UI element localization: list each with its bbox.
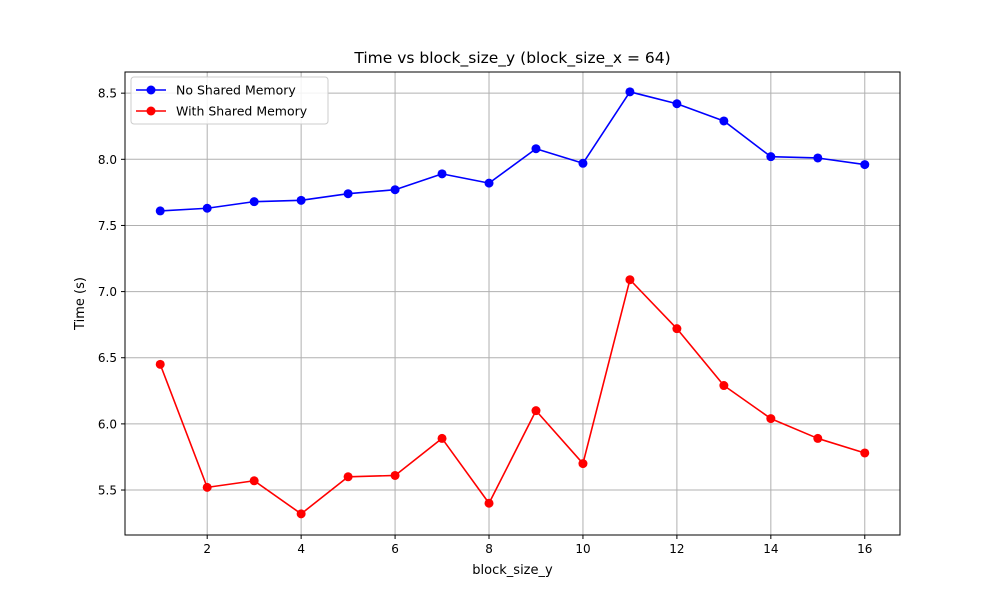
legend: No Shared Memory With Shared Memory bbox=[130, 76, 329, 125]
y-tick-label: 6.5 bbox=[98, 351, 117, 365]
series-layer bbox=[155, 87, 870, 519]
data-point-with-shared-memory bbox=[202, 482, 212, 492]
grid bbox=[125, 72, 900, 535]
data-point-with-shared-memory bbox=[578, 459, 588, 469]
data-point-no-shared-memory bbox=[719, 116, 729, 126]
legend-box bbox=[130, 76, 329, 125]
x-tick-label: 12 bbox=[669, 542, 684, 556]
x-axis: 2 4 6 8 10 12 14 16 bbox=[203, 535, 872, 556]
series-line-no-shared-memory bbox=[160, 91, 865, 212]
chart-title: Time vs block_size_y (block_size_x = 64) bbox=[353, 49, 670, 68]
x-tick-label: 10 bbox=[575, 542, 590, 556]
data-point-no-shared-memory bbox=[343, 189, 353, 199]
data-point-no-shared-memory bbox=[484, 178, 494, 188]
data-point-no-shared-memory bbox=[390, 185, 400, 195]
x-axis-label: block_size_y bbox=[472, 563, 553, 578]
y-tick-label: 6.0 bbox=[98, 417, 117, 431]
data-point-no-shared-memory bbox=[578, 158, 588, 168]
data-point-no-shared-memory bbox=[437, 169, 447, 179]
y-tick-label: 7.5 bbox=[98, 219, 117, 233]
y-tick-label: 8.5 bbox=[98, 87, 117, 101]
data-point-with-shared-memory bbox=[249, 476, 259, 486]
data-point-with-shared-memory bbox=[860, 448, 870, 458]
y-axis: 5.5 6.0 6.5 7.0 7.5 8.0 8.5 bbox=[98, 87, 125, 498]
data-point-with-shared-memory bbox=[155, 359, 165, 369]
data-point-with-shared-memory bbox=[719, 381, 729, 391]
legend-label-no-shared-memory: No Shared Memory bbox=[176, 83, 296, 98]
legend-marker-no-shared-memory bbox=[146, 85, 156, 95]
y-tick-label: 5.5 bbox=[98, 484, 117, 498]
data-point-no-shared-memory bbox=[249, 197, 259, 207]
data-point-with-shared-memory bbox=[531, 406, 541, 416]
data-point-with-shared-memory bbox=[813, 433, 823, 443]
data-point-no-shared-memory bbox=[813, 153, 823, 163]
data-point-no-shared-memory bbox=[860, 160, 870, 170]
data-point-no-shared-memory bbox=[296, 195, 306, 205]
data-point-no-shared-memory bbox=[766, 152, 776, 162]
x-tick-label: 4 bbox=[297, 542, 305, 556]
x-tick-label: 16 bbox=[857, 542, 872, 556]
y-axis-label: Time (s) bbox=[73, 277, 88, 331]
x-tick-label: 8 bbox=[485, 542, 493, 556]
data-point-with-shared-memory bbox=[625, 275, 635, 285]
series-line-with-shared-memory bbox=[159, 278, 866, 515]
data-point-with-shared-memory bbox=[343, 472, 353, 482]
data-point-with-shared-memory bbox=[484, 498, 494, 508]
data-point-no-shared-memory bbox=[672, 99, 682, 109]
series-with-shared-memory bbox=[155, 275, 870, 519]
y-tick-label: 7.0 bbox=[98, 285, 117, 299]
x-tick-label: 6 bbox=[391, 542, 399, 556]
plot-frame bbox=[124, 71, 901, 536]
x-tick-label: 2 bbox=[203, 542, 211, 556]
x-tick-label: 14 bbox=[763, 542, 778, 556]
data-point-with-shared-memory bbox=[437, 433, 447, 443]
data-point-no-shared-memory bbox=[202, 203, 212, 213]
data-point-no-shared-memory bbox=[531, 144, 541, 154]
data-point-no-shared-memory bbox=[625, 87, 635, 97]
data-point-with-shared-memory bbox=[390, 470, 400, 480]
legend-marker-with-shared-memory bbox=[146, 106, 156, 116]
series-no-shared-memory bbox=[155, 87, 870, 216]
data-point-no-shared-memory bbox=[155, 206, 165, 216]
data-point-with-shared-memory bbox=[672, 324, 682, 334]
data-point-with-shared-memory bbox=[296, 509, 306, 519]
legend-label-with-shared-memory: With Shared Memory bbox=[176, 104, 308, 119]
data-point-with-shared-memory bbox=[766, 414, 776, 424]
y-tick-label: 8.0 bbox=[98, 153, 117, 167]
